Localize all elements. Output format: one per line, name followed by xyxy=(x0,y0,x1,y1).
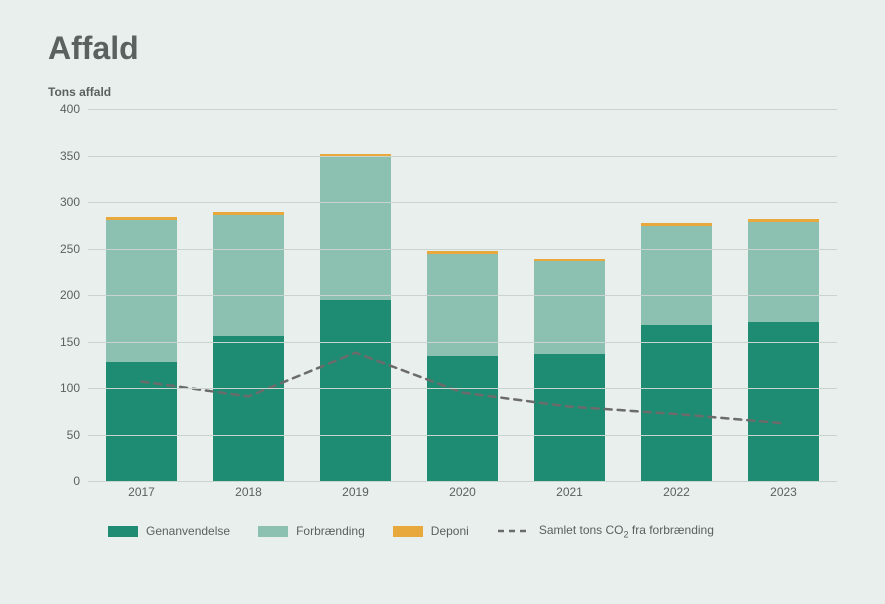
gridline xyxy=(88,481,837,482)
bar-segment xyxy=(748,222,819,322)
page: Affald Tons affald 050100150200250300350… xyxy=(0,0,885,604)
bar-slot xyxy=(409,251,516,481)
legend-label: Genanvendelse xyxy=(146,524,230,538)
bar xyxy=(534,259,605,481)
gridline xyxy=(88,388,837,389)
y-tick-label: 100 xyxy=(48,381,80,395)
chart-title: Affald xyxy=(48,30,837,67)
bar-slot xyxy=(623,223,730,481)
gridline xyxy=(88,249,837,250)
bar-segment xyxy=(534,261,605,354)
legend-swatch xyxy=(393,526,423,537)
x-axis-labels: 2017201820192020202120222023 xyxy=(88,485,837,509)
bar-slot xyxy=(195,212,302,481)
bar xyxy=(641,223,712,481)
gridline xyxy=(88,202,837,203)
bar-segment xyxy=(320,156,391,299)
y-tick-label: 350 xyxy=(48,149,80,163)
gridline xyxy=(88,435,837,436)
y-axis-title: Tons affald xyxy=(48,85,837,99)
gridline xyxy=(88,156,837,157)
bar-segment xyxy=(534,354,605,481)
legend: Genanvendelse Forbrænding Deponi Samlet ton… xyxy=(48,523,837,539)
bar-segment xyxy=(641,226,712,325)
y-tick-label: 400 xyxy=(48,102,80,116)
y-tick-label: 200 xyxy=(48,288,80,302)
x-tick-label: 2023 xyxy=(730,485,837,509)
y-tick-label: 0 xyxy=(48,474,80,488)
x-tick-label: 2021 xyxy=(516,485,623,509)
legend-item: Genanvendelse xyxy=(108,524,230,538)
gridline xyxy=(88,295,837,296)
bar xyxy=(427,251,498,481)
x-tick-label: 2017 xyxy=(88,485,195,509)
legend-label: Forbrænding xyxy=(296,524,365,538)
bar-segment xyxy=(427,356,498,481)
y-tick-label: 150 xyxy=(48,335,80,349)
bar xyxy=(213,212,284,481)
bar xyxy=(748,219,819,481)
legend-item: Forbrænding xyxy=(258,524,365,538)
x-tick-label: 2022 xyxy=(623,485,730,509)
gridline xyxy=(88,342,837,343)
legend-swatch xyxy=(258,526,288,537)
x-tick-label: 2020 xyxy=(409,485,516,509)
legend-label: Samlet tons CO2 fra forbrænding xyxy=(539,523,714,539)
bar-segment xyxy=(641,325,712,481)
y-tick-label: 50 xyxy=(48,428,80,442)
legend-line-icon xyxy=(497,525,531,537)
legend-label: Deponi xyxy=(431,524,469,538)
bar-slot xyxy=(730,219,837,481)
bar-segment xyxy=(748,322,819,481)
x-tick-label: 2019 xyxy=(302,485,409,509)
bar-segment xyxy=(106,362,177,481)
legend-item: Deponi xyxy=(393,524,469,538)
y-tick-label: 300 xyxy=(48,195,80,209)
bar-segment xyxy=(213,336,284,481)
legend-swatch xyxy=(108,526,138,537)
bar-segment xyxy=(320,300,391,481)
bar xyxy=(106,217,177,481)
chart: 050100150200250300350400 201720182019202… xyxy=(48,109,837,509)
gridline xyxy=(88,109,837,110)
legend-item: Samlet tons CO2 fra forbrænding xyxy=(497,523,714,539)
y-tick-label: 250 xyxy=(48,242,80,256)
plot-area: 050100150200250300350400 xyxy=(88,109,837,481)
x-tick-label: 2018 xyxy=(195,485,302,509)
bar-slot xyxy=(516,259,623,481)
bar-slot xyxy=(88,217,195,481)
bar-segment xyxy=(213,215,284,336)
